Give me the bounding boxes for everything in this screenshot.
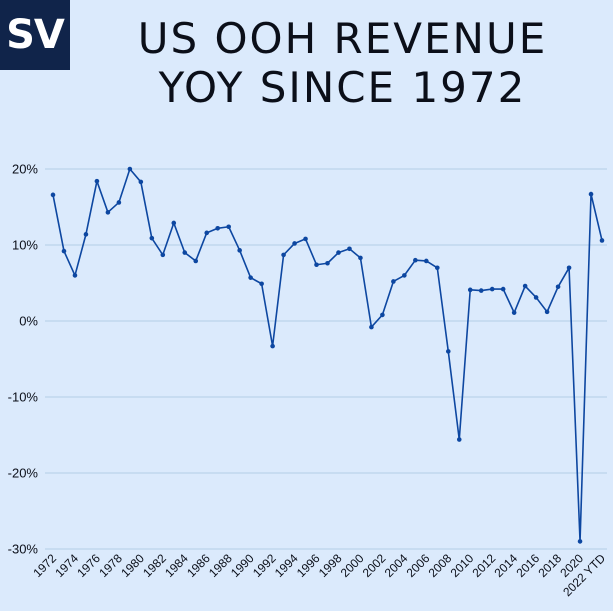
data-point bbox=[478, 288, 484, 293]
logo-text: SV bbox=[6, 12, 65, 58]
data-point bbox=[599, 238, 605, 243]
data-point bbox=[281, 252, 286, 258]
data-point bbox=[511, 310, 517, 315]
x-tick-label: 1996 bbox=[294, 551, 323, 580]
x-tick-label: 2002 bbox=[360, 551, 389, 580]
x-tick-label: 1978 bbox=[96, 551, 125, 580]
data-point bbox=[303, 236, 308, 242]
data-point bbox=[72, 273, 78, 278]
y-tick-label: -30% bbox=[8, 542, 39, 557]
data-point bbox=[489, 286, 495, 292]
title-line-1: US OOH REVENUE bbox=[137, 14, 548, 63]
data-point bbox=[445, 349, 451, 354]
data-point bbox=[237, 248, 242, 253]
data-point bbox=[413, 257, 418, 263]
data-point bbox=[226, 224, 231, 230]
data-point bbox=[94, 178, 100, 184]
data-points bbox=[50, 166, 605, 544]
data-point bbox=[369, 324, 374, 330]
x-tick-label: 1982 bbox=[140, 551, 169, 580]
data-point bbox=[138, 179, 144, 185]
x-tick-label: 2004 bbox=[382, 551, 411, 580]
data-point bbox=[391, 279, 396, 284]
data-point bbox=[500, 286, 506, 292]
data-point bbox=[116, 200, 122, 205]
data-point bbox=[259, 281, 264, 287]
data-point bbox=[50, 192, 56, 198]
data-point bbox=[467, 287, 473, 293]
data-point bbox=[83, 232, 89, 237]
data-point bbox=[424, 258, 429, 264]
data-point bbox=[171, 220, 177, 226]
data-point bbox=[204, 230, 210, 236]
data-point bbox=[336, 250, 341, 255]
title-line-2: YOY SINCE 1972 bbox=[158, 63, 527, 112]
data-point bbox=[555, 284, 561, 290]
data-point bbox=[544, 309, 550, 315]
data-point bbox=[314, 262, 319, 268]
data-point bbox=[435, 265, 440, 271]
data-point bbox=[193, 258, 199, 264]
y-tick-label: 0% bbox=[19, 314, 38, 329]
x-tick-label: 2010 bbox=[448, 551, 477, 580]
x-tick-label: 2014 bbox=[491, 551, 520, 580]
data-point bbox=[270, 343, 275, 349]
x-tick-label: 2016 bbox=[513, 551, 542, 580]
series-layer bbox=[52, 168, 603, 543]
x-tick-label: 1998 bbox=[316, 551, 345, 580]
data-point bbox=[105, 210, 111, 215]
data-point bbox=[160, 252, 166, 258]
series-line bbox=[52, 168, 603, 543]
chart-title: US OOH REVENUE YOY SINCE 1972 bbox=[70, 14, 613, 112]
x-tick-label: 1984 bbox=[162, 551, 191, 580]
x-tick-label: 1994 bbox=[272, 551, 301, 580]
gridlines bbox=[45, 168, 607, 550]
data-point bbox=[577, 539, 583, 544]
x-tick-label: 2018 bbox=[535, 551, 564, 580]
data-point bbox=[347, 246, 352, 252]
data-point bbox=[215, 225, 220, 231]
data-point bbox=[402, 273, 407, 278]
data-point bbox=[325, 260, 330, 266]
x-axis-ticks: 1972197419761978198019821984198619881990… bbox=[30, 551, 608, 599]
x-tick-label: 1974 bbox=[52, 551, 81, 580]
y-tick-label: 10% bbox=[12, 238, 38, 253]
x-tick-label: 1976 bbox=[74, 551, 103, 580]
x-tick-label: 2000 bbox=[338, 551, 367, 580]
data-point bbox=[61, 248, 67, 254]
x-tick-label: 2006 bbox=[404, 551, 433, 580]
x-tick-label: 2012 bbox=[470, 551, 499, 580]
x-tick-label: 1990 bbox=[228, 551, 257, 580]
data-point bbox=[248, 275, 253, 280]
data-point bbox=[149, 235, 155, 241]
logo: SV bbox=[0, 0, 70, 70]
data-point bbox=[522, 283, 528, 289]
x-tick-label: 2008 bbox=[426, 551, 455, 580]
x-tick-label: 1980 bbox=[118, 551, 147, 580]
data-point bbox=[533, 295, 539, 300]
data-point bbox=[127, 166, 133, 172]
data-point bbox=[292, 241, 297, 246]
y-tick-label: -20% bbox=[8, 466, 39, 481]
data-point bbox=[182, 250, 188, 255]
data-point bbox=[380, 312, 385, 318]
data-point bbox=[566, 265, 572, 271]
data-point bbox=[456, 437, 462, 442]
x-tick-label: 1992 bbox=[250, 551, 279, 580]
data-point bbox=[358, 255, 363, 261]
data-point bbox=[588, 191, 594, 197]
y-tick-label: -10% bbox=[8, 390, 39, 405]
x-tick-label: 1988 bbox=[206, 551, 235, 580]
y-axis-ticks: 20% 10% 0% -10% -20% -30% bbox=[8, 162, 39, 557]
y-tick-label: 20% bbox=[12, 162, 38, 177]
x-tick-label: 1986 bbox=[184, 551, 213, 580]
